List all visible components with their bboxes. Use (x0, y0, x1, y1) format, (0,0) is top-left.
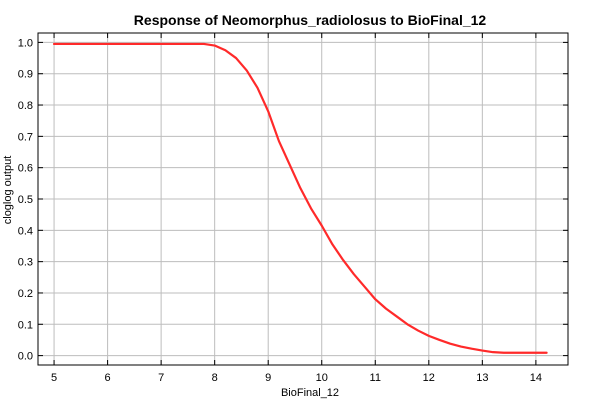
x-tick-label: 9 (265, 372, 271, 384)
x-tick-label: 11 (370, 372, 381, 384)
y-tick-label: 0.3 (18, 257, 33, 269)
x-tick-label: 14 (530, 372, 542, 384)
y-tick-label: 0.9 (18, 69, 33, 81)
x-tick-label: 12 (423, 372, 435, 384)
y-tick-label: 0.0 (18, 351, 33, 363)
plot-frame (37, 32, 569, 366)
x-tick-label: 13 (476, 372, 488, 384)
response-curve (52, 42, 548, 354)
y-tick-label: 1.0 (18, 37, 33, 49)
y-tick-label: 0.6 (18, 163, 33, 175)
grid-lines (38, 33, 568, 365)
x-tick-label: 6 (105, 372, 111, 384)
y-axis-label: cloglog output (2, 156, 14, 225)
axis-ticks: 5 6 7 8 9 10 11 12 13 14 0.0 0.1 0.2 0.3 0.4 0.5 0.6 0.7 0… (18, 33, 568, 384)
y-tick-label: 0.5 (18, 194, 33, 206)
series-layer (52, 42, 548, 354)
y-tick-label: 0.2 (18, 288, 33, 300)
y-tick-label: 0.8 (18, 100, 33, 112)
x-axis-label: BioFinal_12 (281, 387, 339, 399)
x-tick-label: 10 (316, 372, 328, 384)
x-tick-label: 7 (158, 372, 164, 384)
x-tick-label: 8 (212, 372, 218, 384)
y-tick-label: 0.1 (18, 319, 33, 331)
x-tick-label: 5 (51, 372, 57, 384)
chart-title: Response of Neomorphus_radiolosus to Bio… (134, 12, 487, 28)
y-tick-label: 0.4 (18, 225, 33, 237)
y-tick-label: 0.7 (18, 131, 33, 143)
